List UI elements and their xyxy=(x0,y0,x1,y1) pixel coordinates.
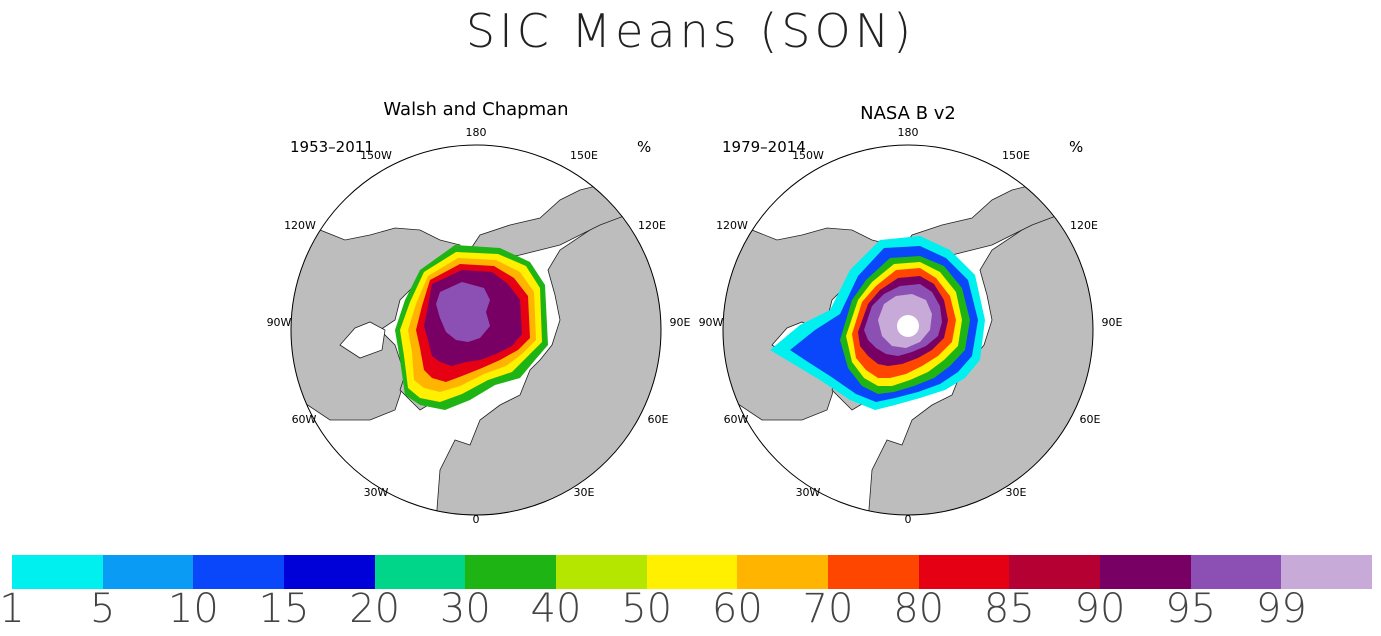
longitude-label: 180 xyxy=(466,126,487,139)
longitude-label: 60E xyxy=(648,413,669,426)
colorbar-swatch xyxy=(465,555,557,589)
colorbar-tick-label: 85 xyxy=(983,586,1035,632)
longitude-label: 120W xyxy=(284,219,316,232)
colorbar-swatch xyxy=(102,555,194,589)
colorbar-ticks: 1 5 10 15 20 30 40 50 60 70 80 85 90 95 99 xyxy=(0,586,1381,636)
longitude-label: 120E xyxy=(638,219,666,232)
map-panel-walsh-chapman xyxy=(290,144,662,516)
longitude-label: 90E xyxy=(1102,316,1123,329)
colorbar-swatch xyxy=(918,555,1010,589)
longitude-labels: 180 150E 120E 90E 60E 30E 0 30W 60W 90W 120W 150W 18… xyxy=(267,126,1123,526)
longitude-label: 150W xyxy=(792,149,824,162)
colorbar-swatch xyxy=(646,555,738,589)
sea-ice-field xyxy=(395,245,548,410)
colorbar-tick-label: 95 xyxy=(1165,586,1217,632)
longitude-label: 90W xyxy=(699,316,724,329)
colorbar-tick-label: 30 xyxy=(439,586,491,632)
panel-title-left: Walsh and Chapman xyxy=(383,99,568,120)
colorbar-swatch xyxy=(1281,555,1373,589)
longitude-label: 150E xyxy=(570,149,598,162)
colorbar-tick-label: 1 xyxy=(0,586,25,632)
colorbar-tick-label: 50 xyxy=(621,586,673,632)
longitude-label: 60W xyxy=(724,413,749,426)
longitude-label: 0 xyxy=(905,513,912,526)
colorbar-tick-label: 10 xyxy=(167,586,219,632)
period-label-right: 1979–2014 xyxy=(722,138,806,156)
colorbar-tick-label: 60 xyxy=(711,586,763,632)
colorbar-swatch xyxy=(1100,555,1191,589)
longitude-label: 120W xyxy=(716,219,748,232)
colorbar-swatch xyxy=(556,555,647,589)
longitude-label: 30W xyxy=(364,486,389,499)
page-title: SIC Means (SON) xyxy=(465,4,916,58)
colorbar-swatch xyxy=(12,555,103,589)
colorbar-swatch xyxy=(374,555,466,589)
colorbar-swatch xyxy=(1190,555,1282,589)
longitude-label: 0 xyxy=(473,513,480,526)
colorbar-swatch xyxy=(284,555,375,589)
colorbar-swatch xyxy=(737,555,829,589)
colorbar-swatch xyxy=(193,555,285,589)
period-label-left: 1953–2011 xyxy=(290,138,374,156)
colorbar-tick-label: 40 xyxy=(530,586,582,632)
colorbar-tick-label: 20 xyxy=(349,586,401,632)
longitude-label: 120E xyxy=(1070,219,1098,232)
colorbar-tick-label: 90 xyxy=(1074,586,1126,632)
longitude-label: 150E xyxy=(1002,149,1030,162)
colorbar-tick-label: 99 xyxy=(1255,586,1307,632)
colorbar-swatch xyxy=(828,555,919,589)
panel-title-right: NASA B v2 xyxy=(860,103,956,124)
longitude-label: 30W xyxy=(796,486,821,499)
colorbar-tick-label: 80 xyxy=(893,586,945,632)
colorbar-swatch xyxy=(1009,555,1101,589)
sea-ice-field xyxy=(770,236,985,410)
colorbar xyxy=(12,554,1373,589)
longitude-label: 30E xyxy=(574,486,595,499)
unit-label-left: % xyxy=(637,138,651,156)
colorbar-tick-label: 15 xyxy=(258,586,310,632)
longitude-label: 90E xyxy=(670,316,691,329)
longitude-label: 180 xyxy=(898,126,919,139)
longitude-label: 60E xyxy=(1080,413,1101,426)
longitude-label: 150W xyxy=(360,149,392,162)
longitude-label: 90W xyxy=(267,316,292,329)
colorbar-tick-label: 5 xyxy=(89,586,116,632)
longitude-label: 30E xyxy=(1006,486,1027,499)
map-panel-nasa-b-v2 xyxy=(722,144,1094,516)
longitude-label: 60W xyxy=(292,413,317,426)
colorbar-tick-label: 70 xyxy=(802,586,854,632)
unit-label-right: % xyxy=(1069,138,1083,156)
